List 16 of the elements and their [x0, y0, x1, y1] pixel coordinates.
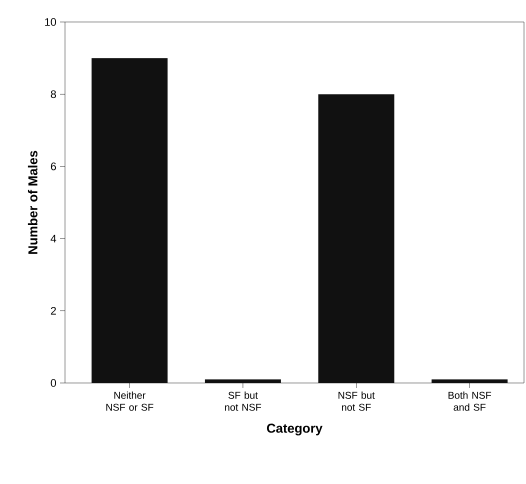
bar: [318, 94, 394, 383]
y-tick-label: 4: [50, 234, 56, 242]
bar: [204, 379, 281, 383]
y-tick-label: 6: [50, 162, 56, 170]
bar: [432, 379, 508, 383]
x-tick-label: NSF but not SF: [338, 392, 375, 411]
y-tick-label: 8: [50, 90, 56, 98]
y-axis-title: Number of Males: [28, 150, 38, 254]
bar: [92, 58, 168, 383]
x-tick-label: SF but not NSF: [225, 392, 262, 411]
x-tick-label: Neither NSF or SF: [106, 392, 154, 411]
x-tick-label: Both NSF and SF: [448, 392, 492, 411]
y-tick-label: 0: [50, 379, 56, 387]
y-tick-label: 2: [50, 306, 56, 315]
x-axis-title: Category: [266, 424, 323, 436]
y-tick-label: 10: [45, 18, 56, 26]
